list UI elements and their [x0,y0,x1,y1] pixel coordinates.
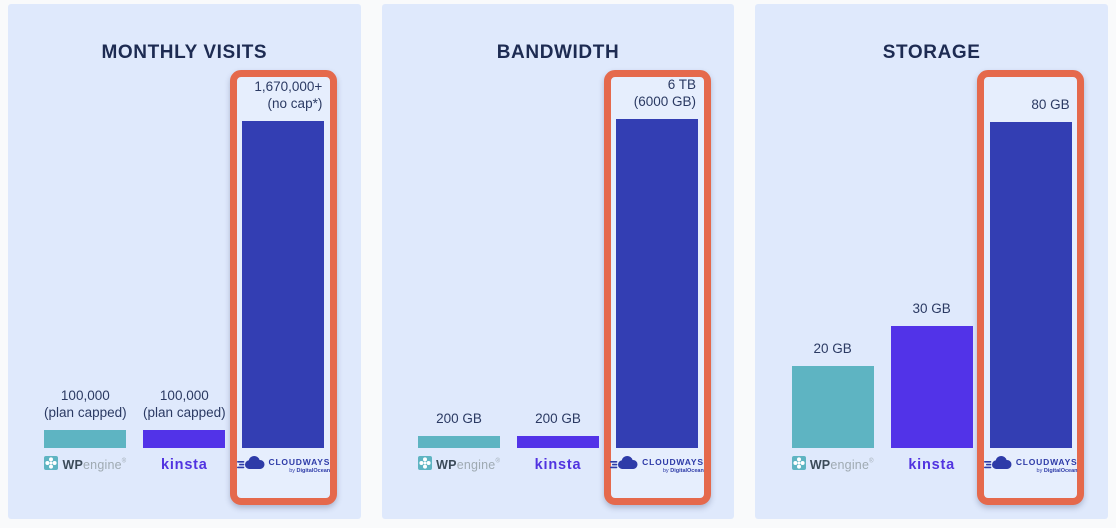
wpengine-flower-icon [44,455,59,475]
bar-column-cloudways: 80 GB CLOUDWAYS by DigitalOcean [983,96,1078,482]
kinsta-logo: kinsta [908,448,955,482]
cloudways-wordmark: CLOUDWAYS by DigitalOcean [1015,456,1078,474]
wpengine-logo: WPengine® [44,448,126,482]
kinsta-logo: kinsta [161,448,208,482]
wpengine-flower-icon [791,455,806,475]
value-label: 200 GB [436,411,482,426]
value-label: 100,000 (plan capped) [143,388,226,420]
cloudways-cloud-icon [610,455,638,476]
bar-column-cloudways: 1,670,000+ (no cap*) CLOUDWAYS by Digita… [236,78,330,482]
cloudways-logo: CLOUDWAYS by DigitalOcean [236,448,331,482]
wpengine-bar [418,436,500,448]
kinsta-bar [517,436,599,448]
wpengine-wordmark: WPengine® [809,458,874,472]
panel-bandwidth: BANDWIDTH 200 GB WPengine® [381,4,735,519]
wpengine-wordmark: WPengine® [62,458,127,472]
bar-column-cloudways: 6 TB (6000 GB) CLOUDWAYS by DigitalOcean [610,76,704,482]
bars-row: 100,000 (plan capped) WPengine® 100,000 [8,78,361,482]
panel-storage: STORAGE 20 GB WPengine® [755,4,1109,519]
cloudways-wordmark: CLOUDWAYS by DigitalOcean [642,456,704,474]
bars-row: 200 GB WPengine® 200 GB [382,76,735,482]
panel-monthly-visits: MONTHLY VISITS 100,000 (plan capped) WPe… [8,4,361,519]
cloudways-logo: CLOUDWAYS by DigitalOcean [983,448,1078,482]
cloudways-wordmark: CLOUDWAYS by DigitalOcean [268,456,331,474]
kinsta-wordmark: kinsta [908,457,956,473]
value-label: 20 GB [813,341,852,356]
kinsta-bar [143,430,226,448]
cloudways-cloud-icon [983,455,1012,476]
chart-title: MONTHLY VISITS [101,42,268,63]
kinsta-logo: kinsta [535,448,582,482]
wpengine-bar [44,430,127,448]
bar-column-wpengine: 20 GB WPengine® [791,340,874,482]
cloudways-bar [616,119,698,448]
cloudways-cloud-icon [236,455,265,476]
cloudways-bar [242,121,325,448]
value-label: 6 TB (6000 GB) [633,77,696,109]
bar-column-wpengine: 200 GB WPengine® [418,410,500,482]
value-label: 30 GB [912,301,951,316]
bar-column-kinsta: 200 GB kinsta [517,410,599,482]
cloudways-logo: CLOUDWAYS by DigitalOcean [610,448,704,482]
kinsta-wordmark: kinsta [534,457,582,473]
cloudways-bar [989,122,1072,448]
value-label: 200 GB [535,411,581,426]
wpengine-logo: WPengine® [791,448,874,482]
chart-title: STORAGE [882,42,981,63]
value-label: 100,000 (plan capped) [44,388,127,420]
bars-row: 20 GB WPengine® 30 GB [755,96,1108,482]
bar-column-kinsta: 30 GB kinsta [890,300,973,482]
wpengine-bar [791,366,874,448]
bar-column-wpengine: 100,000 (plan capped) WPengine® [44,387,127,482]
value-label: 1,670,000+ (no cap*) [254,79,323,111]
wpengine-wordmark: WPengine® [436,458,500,472]
wpengine-flower-icon [418,455,433,475]
bar-column-kinsta: 100,000 (plan capped) kinsta [143,387,226,482]
kinsta-wordmark: kinsta [160,457,208,473]
wpengine-logo: WPengine® [418,448,500,482]
value-label: 80 GB [1031,97,1070,112]
kinsta-bar [890,326,973,448]
chart-title: BANDWIDTH [496,42,620,63]
